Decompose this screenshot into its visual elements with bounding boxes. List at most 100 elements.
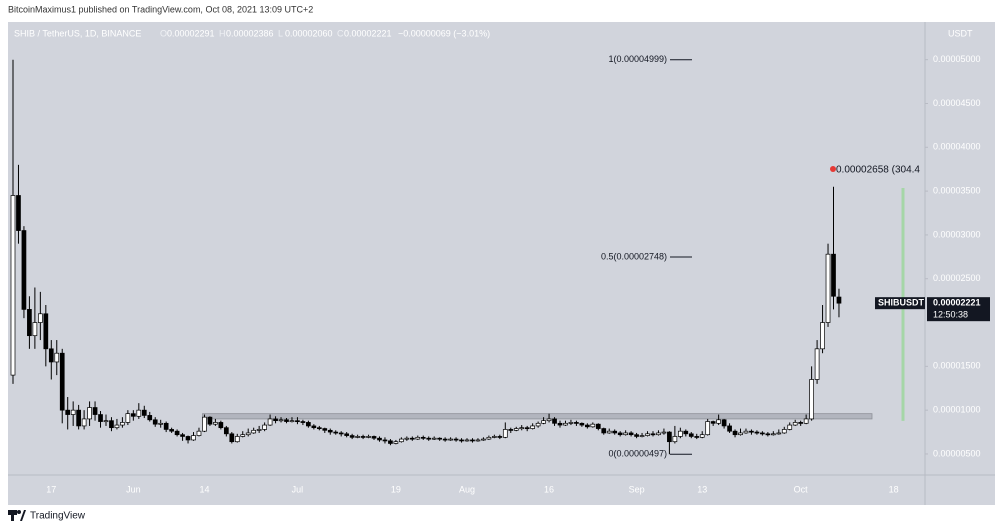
x-tick-label: 18 bbox=[889, 484, 899, 494]
candle-body-down bbox=[437, 437, 443, 440]
legend-key: H bbox=[219, 28, 226, 38]
candle-body-down bbox=[765, 433, 771, 436]
candle-body-up bbox=[355, 436, 360, 438]
candle-body-up bbox=[661, 431, 667, 434]
candle-body-down bbox=[316, 427, 322, 430]
candle-body-up bbox=[54, 352, 60, 363]
candle-body-down bbox=[207, 416, 213, 425]
candle-body-up bbox=[240, 434, 246, 437]
x-tick-label: Sep bbox=[629, 484, 645, 494]
candle-body-down bbox=[694, 436, 700, 438]
candle-body-up bbox=[213, 422, 218, 425]
candle-body-down bbox=[831, 253, 836, 297]
candle-body-up bbox=[776, 432, 782, 435]
candle-body-up bbox=[262, 424, 267, 430]
y-tick-label: 0.00003000 bbox=[933, 229, 981, 239]
candle-body-up bbox=[716, 419, 721, 424]
candle-body-down bbox=[409, 437, 415, 440]
candle-body-down bbox=[273, 418, 278, 422]
candle-body-down bbox=[218, 422, 224, 429]
candle-body-down bbox=[92, 407, 98, 415]
candle-body-down bbox=[311, 425, 317, 429]
candle-body-up bbox=[563, 422, 568, 426]
legend-value: 0.00002291 bbox=[167, 28, 215, 38]
y-tick-label: 0.00000500 bbox=[933, 448, 981, 458]
candle-body-down bbox=[557, 422, 563, 426]
symbol-tag-label: SHIBUSDT bbox=[878, 298, 925, 308]
fib-label: 1(0.00004999) bbox=[608, 54, 667, 64]
candle-body-up bbox=[705, 421, 711, 436]
candle-body-down bbox=[229, 433, 235, 443]
candle-body-down bbox=[584, 424, 590, 428]
candle-body-down bbox=[388, 440, 393, 444]
candle-body-down bbox=[595, 423, 601, 429]
y-tick-label: 0.00004000 bbox=[933, 142, 981, 152]
candle-body-down bbox=[27, 309, 32, 337]
y-tick-label: 0.00005000 bbox=[933, 54, 981, 64]
candle-body-down bbox=[798, 422, 804, 424]
candle-body-down bbox=[749, 430, 754, 433]
candle-body-down bbox=[574, 422, 579, 424]
legend-key: C bbox=[337, 28, 344, 38]
candle-body-down bbox=[601, 428, 607, 434]
candle-body-up bbox=[399, 438, 404, 443]
candle-body-down bbox=[732, 430, 738, 436]
legend-key: L bbox=[278, 28, 283, 38]
candle-body-up bbox=[502, 429, 508, 438]
legend-value: 0.00002060 bbox=[285, 28, 333, 38]
candle-body-up bbox=[738, 432, 743, 436]
candle-body-up bbox=[81, 418, 87, 427]
x-tick-label: 16 bbox=[544, 484, 554, 494]
candle-body-up bbox=[245, 432, 251, 436]
candle-body-up bbox=[820, 322, 825, 350]
candle-body-down bbox=[612, 430, 618, 434]
candle-body-down bbox=[442, 438, 448, 441]
candle-body-up bbox=[770, 433, 776, 436]
y-tick-label: 0.00003500 bbox=[933, 185, 981, 195]
candle-body-down bbox=[322, 428, 328, 431]
candle-body-down bbox=[295, 420, 300, 423]
candle-body-down bbox=[377, 437, 382, 441]
candle-body-up bbox=[103, 420, 109, 423]
candle-body-down bbox=[300, 421, 306, 423]
y-tick-label: 0.00004500 bbox=[933, 98, 981, 108]
candle-body-down bbox=[147, 415, 153, 421]
candle-body-up bbox=[672, 436, 678, 443]
candle-body-up bbox=[404, 437, 410, 440]
candle-body-up bbox=[10, 195, 16, 376]
candle-body-down bbox=[349, 435, 355, 438]
footer-logo bbox=[8, 510, 26, 521]
candle-body-down bbox=[360, 436, 366, 438]
candle-body-down bbox=[130, 413, 136, 417]
candle-body-up bbox=[814, 348, 820, 380]
legend-value: 0.00002386 bbox=[226, 28, 274, 38]
measure-marker bbox=[830, 165, 836, 172]
candle-body-down bbox=[333, 431, 339, 434]
symbol-tag bbox=[875, 297, 925, 310]
candle-body-up bbox=[87, 407, 92, 420]
candle-body-up bbox=[530, 425, 536, 429]
candle-body-down bbox=[628, 432, 634, 436]
candle-body-down bbox=[338, 432, 344, 435]
candle-body-up bbox=[513, 428, 519, 431]
fib-label: 0.5(0.00002748) bbox=[601, 251, 667, 261]
price-tag-label: 0.00002221 bbox=[933, 298, 981, 308]
symbol-title: SHIB / TetherUS, 1D, BINANCE bbox=[14, 28, 141, 38]
candle-body-down bbox=[459, 439, 464, 442]
candle-body-down bbox=[617, 432, 623, 436]
candle-body-down bbox=[579, 422, 585, 426]
candle-body-up bbox=[743, 430, 749, 434]
candle-body-down bbox=[65, 409, 71, 415]
candle-body-down bbox=[371, 436, 377, 439]
candle-body-up bbox=[158, 422, 164, 425]
candle-body-down bbox=[185, 436, 191, 441]
candle-body-up bbox=[448, 438, 453, 441]
candle-body-up bbox=[481, 438, 486, 441]
candle-body-up bbox=[393, 441, 399, 444]
candle-body-down bbox=[59, 352, 65, 411]
candle-body-down bbox=[524, 427, 530, 430]
candle-body-up bbox=[70, 409, 76, 415]
candle-body-up bbox=[289, 420, 295, 423]
